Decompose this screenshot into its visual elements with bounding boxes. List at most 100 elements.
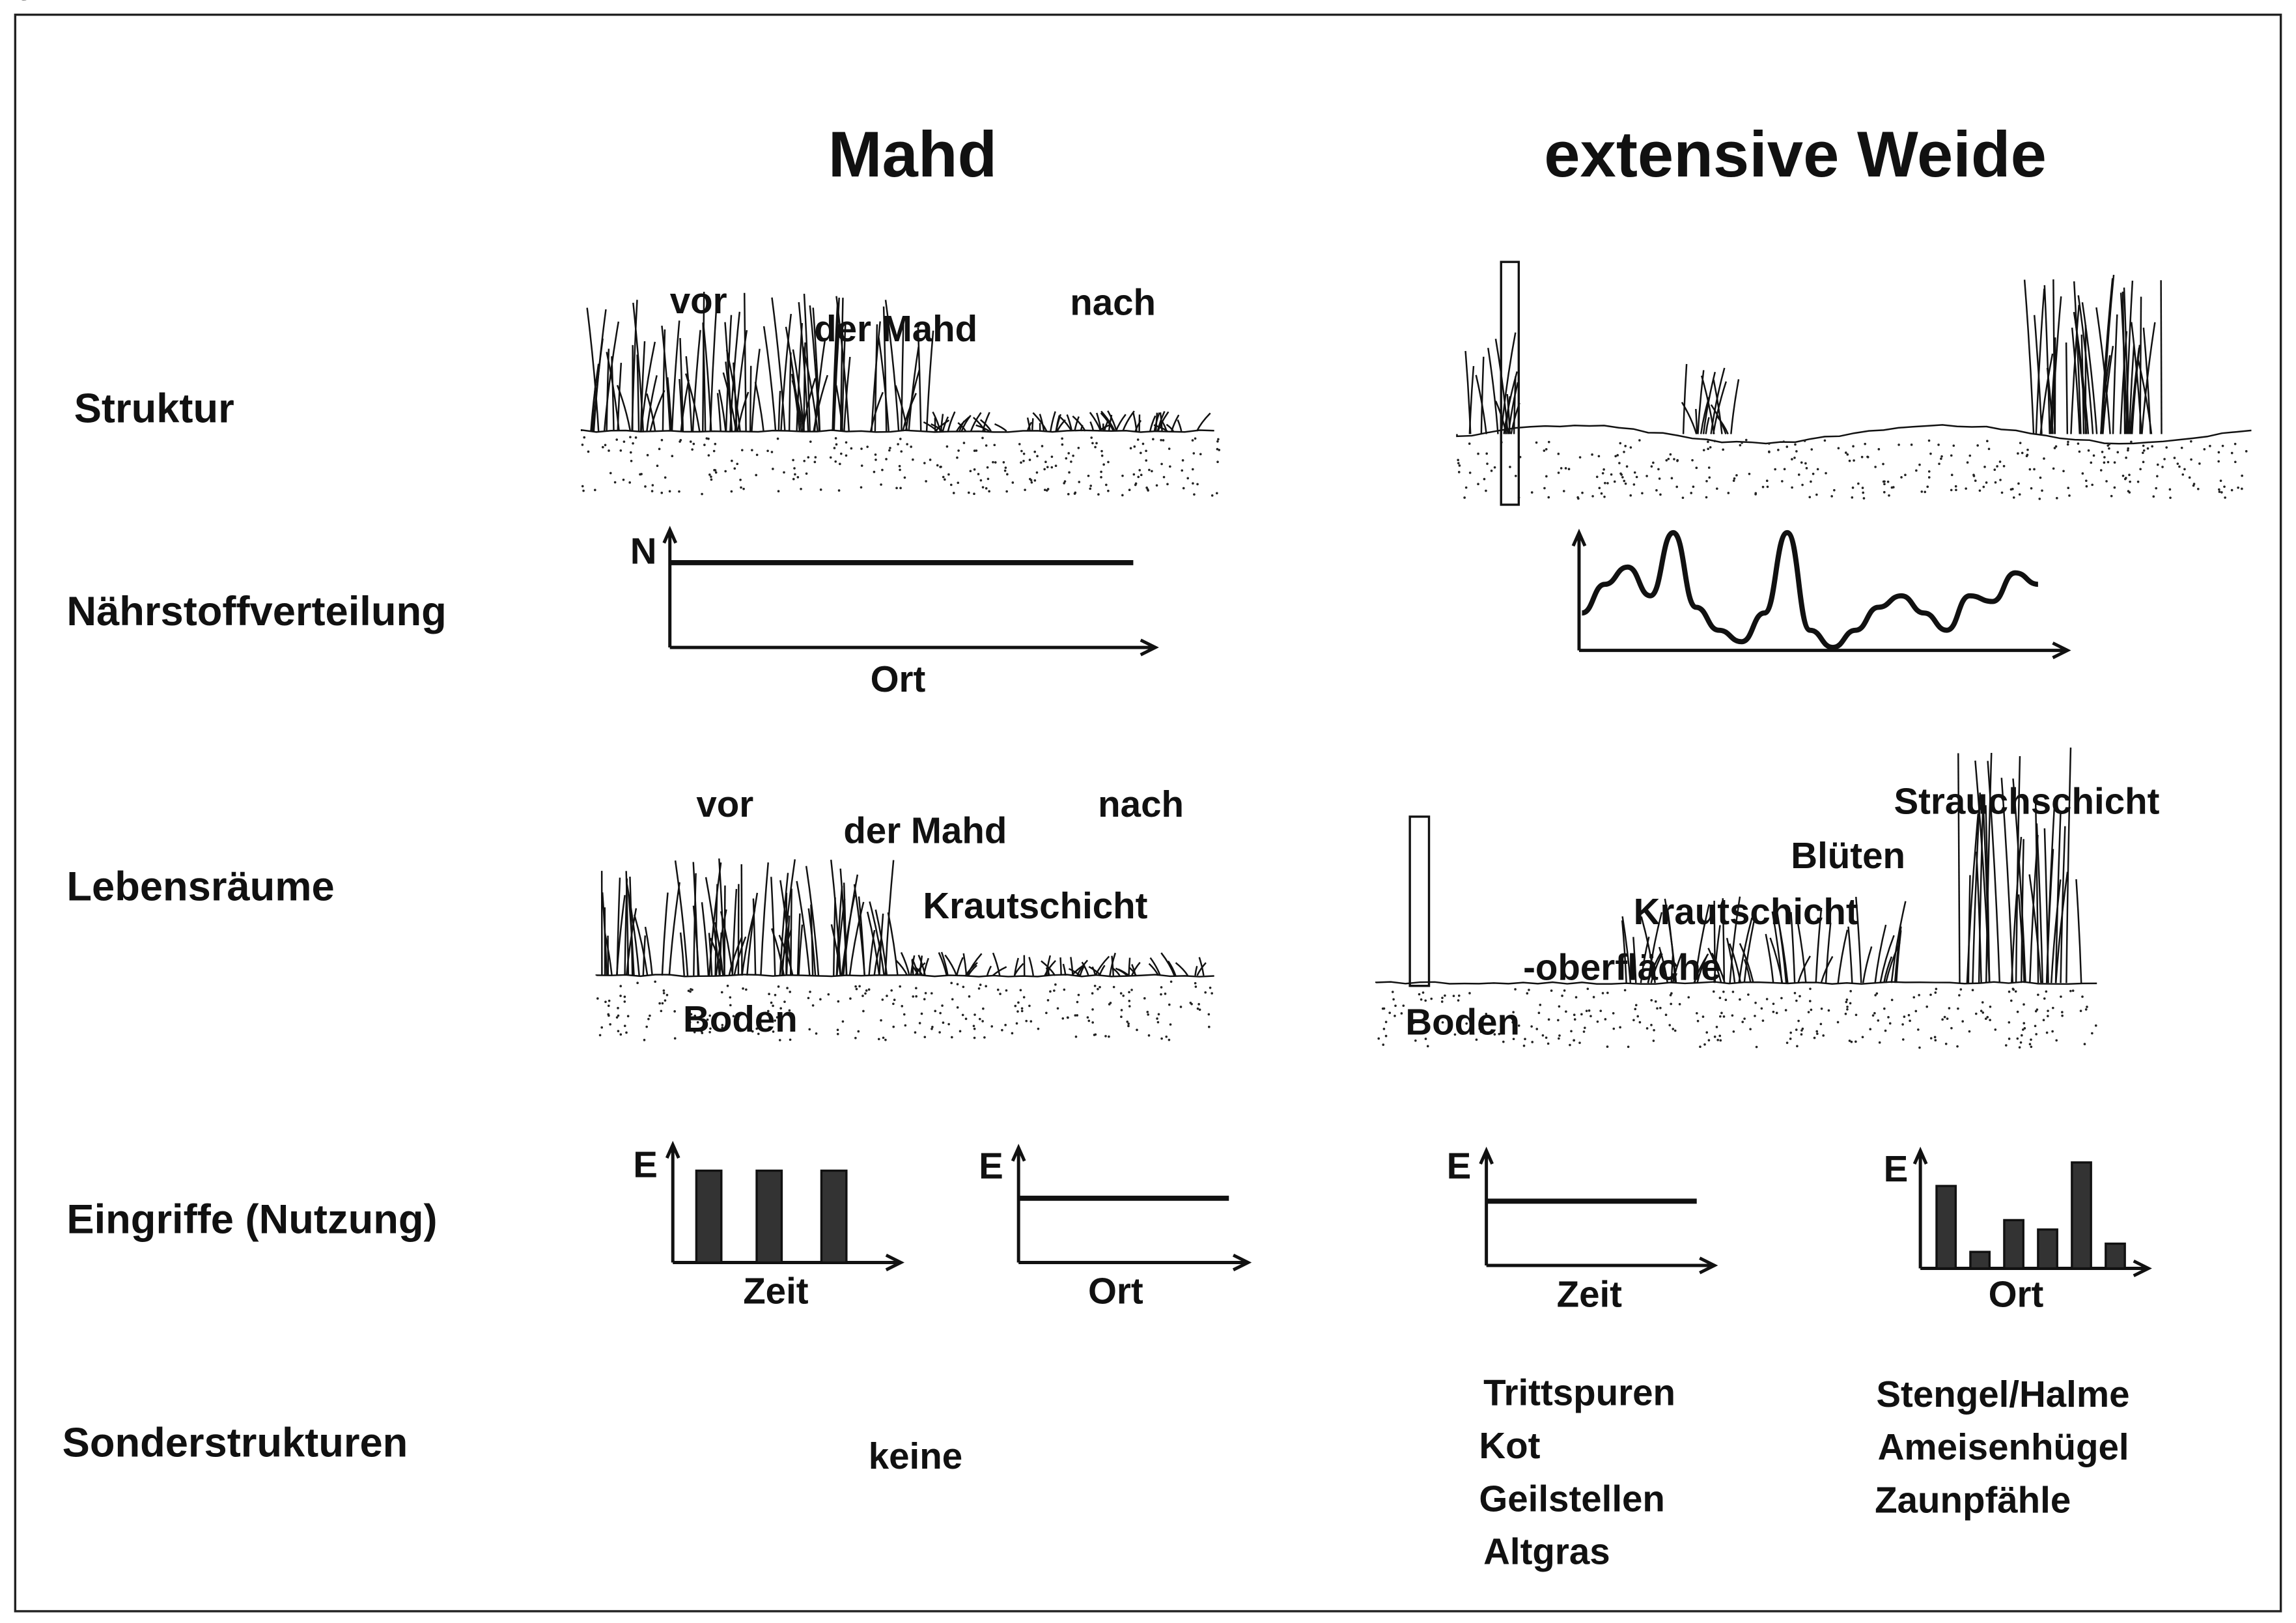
grass-blade: [1985, 752, 1993, 983]
soil-dot: [2030, 1045, 2033, 1049]
soil-dot: [1591, 453, 1593, 456]
grass-blade: [1500, 332, 1517, 434]
soil-dot: [1169, 1023, 1172, 1026]
soil-dot: [1993, 468, 1996, 472]
soil-dot: [1107, 460, 1110, 464]
soil-dot: [1696, 1011, 1698, 1015]
soil-dot: [1132, 473, 1136, 476]
soil-dot: [1789, 1031, 1792, 1034]
soil-dot: [841, 1020, 845, 1023]
soil-dot: [1705, 479, 1708, 483]
soil-dot: [2085, 485, 2088, 488]
grass-blade: [649, 389, 665, 432]
row-label-lebensraeume: Lebensräume: [66, 864, 334, 910]
soil-dot: [619, 995, 622, 997]
y-axis: [1011, 1144, 1026, 1263]
soil-dot: [815, 1032, 818, 1035]
soil-dot: [1849, 990, 1852, 993]
soil-dot: [1384, 1034, 1388, 1037]
soil-dot: [629, 451, 632, 454]
soil-dot: [2084, 1008, 2088, 1011]
soil-dot: [1999, 479, 2002, 481]
soil-dot: [910, 445, 912, 448]
soil-dot: [1974, 479, 1977, 482]
soil-dot: [1182, 487, 1185, 490]
soil-dot: [1196, 1007, 1199, 1010]
soil-dot: [628, 481, 631, 484]
soil-dot: [1157, 1013, 1160, 1016]
soil-dot: [1606, 1045, 1609, 1048]
soil-dot: [860, 486, 863, 489]
soil-dot: [1915, 469, 1918, 472]
soil-dot: [829, 456, 832, 459]
grass-blade: [796, 913, 801, 976]
soil-dot: [1718, 996, 1722, 1000]
grass-blade: [2077, 295, 2094, 434]
grass-blade: [1171, 414, 1180, 432]
soil-dot: [892, 1002, 895, 1006]
soil-dot: [952, 492, 955, 494]
bar: [2037, 1228, 2058, 1270]
grass-blade: [839, 868, 848, 976]
grass-blade: [1797, 921, 1807, 983]
soil-dot: [1143, 997, 1146, 1000]
soil-dot: [1848, 1039, 1851, 1042]
soil-dot: [594, 488, 596, 492]
grass-blade: [1632, 937, 1637, 983]
soil-dot: [2223, 485, 2226, 488]
soil-dot: [2146, 447, 2149, 450]
y-axis-label: E: [1884, 1148, 1909, 1189]
soil-dot: [1567, 468, 1571, 471]
soil-dot: [1208, 1025, 1211, 1028]
soil-dot: [1589, 1015, 1592, 1017]
grass-blade: [1705, 417, 1710, 434]
soil-dot: [1073, 492, 1076, 495]
soil-dot: [1475, 1038, 1478, 1041]
soil-dot: [1749, 1028, 1752, 1030]
soil-dot: [1562, 490, 1565, 492]
soil-dot: [2161, 466, 2164, 468]
soil-dot: [622, 478, 625, 481]
soil-dot: [1597, 455, 1601, 458]
soil-dot: [2023, 1027, 2026, 1030]
grass-blade: [956, 957, 964, 976]
soil-dot: [839, 462, 841, 466]
grass-blade: [662, 329, 666, 431]
soil-dot: [1676, 459, 1679, 462]
soil-dot: [1192, 452, 1196, 455]
soil-dot: [2241, 487, 2243, 490]
soil-dot: [1716, 487, 1718, 490]
soil-dot: [1785, 445, 1789, 448]
soil-dot: [1720, 1011, 1723, 1015]
grass-blade: [1507, 382, 1519, 434]
grass-blade: [770, 877, 776, 976]
soil-dot: [1765, 479, 1769, 482]
soil-dot: [1910, 444, 1913, 446]
soil-dot: [1761, 1019, 1765, 1022]
soil-dot: [1907, 1013, 1911, 1017]
soil-dot: [1493, 1033, 1496, 1036]
soil-dot: [1941, 1018, 1944, 1021]
soil-dot: [2039, 476, 2042, 479]
soil-dot: [1109, 1002, 1112, 1004]
soil-dot: [1650, 465, 1653, 468]
soil-dot: [2181, 473, 2185, 476]
soil-dot: [2026, 453, 2029, 457]
soil-dot: [1580, 1013, 1583, 1016]
grass-blade: [2065, 747, 2072, 983]
soil-dot: [1382, 1028, 1386, 1030]
soil-dot: [649, 1014, 651, 1017]
soil-dot: [1946, 1017, 1949, 1020]
grass-blade: [2033, 315, 2043, 434]
grass-blade: [982, 412, 990, 432]
soil-dot: [740, 449, 744, 451]
soil-dot: [1989, 1005, 1992, 1008]
soil-dot: [1160, 438, 1162, 442]
soil-dot: [1812, 472, 1815, 475]
soil-dot: [1878, 1041, 1881, 1044]
soil-dot: [1804, 462, 1807, 465]
grass-blade: [1055, 414, 1062, 432]
soil-dot: [1197, 1003, 1200, 1006]
grass-blade: [780, 313, 792, 432]
soil-dot: [1029, 479, 1033, 482]
